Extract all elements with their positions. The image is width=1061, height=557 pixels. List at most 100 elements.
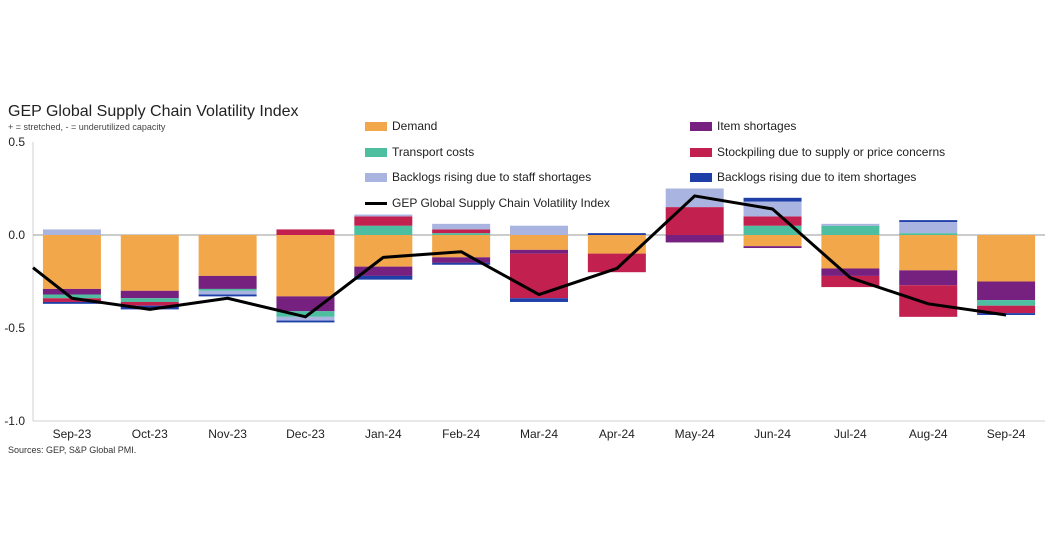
bar-segment [977, 235, 1036, 282]
x-tick-label: Oct-23 [132, 427, 168, 441]
bar-segment [743, 235, 802, 247]
legend-item: Backlogs rising due to item shortages [690, 170, 916, 184]
legend-swatch [690, 147, 712, 157]
bar-segment [120, 305, 179, 310]
legend-swatch [365, 147, 387, 157]
bar-segment [42, 288, 101, 295]
legend-line-swatch [365, 201, 387, 205]
bar-segment [198, 294, 257, 297]
chart-subtitle: + = stretched, - = underutilized capacit… [8, 122, 166, 132]
bar-segment [743, 246, 802, 249]
bar-segment [198, 288, 257, 291]
legend-item: Item shortages [690, 119, 796, 133]
bar-segment [977, 300, 1036, 306]
bar-segment [432, 257, 491, 263]
legend-label: Backlogs rising due to staff shortages [392, 170, 592, 184]
legend-swatch [690, 121, 712, 131]
bar-segment [198, 235, 257, 276]
bar-segment [432, 233, 491, 235]
bar-segment [510, 298, 568, 302]
bar-segment [120, 298, 179, 302]
bar-segment [42, 235, 101, 289]
bar-segment [432, 229, 491, 234]
bar-segment [510, 225, 568, 235]
bar-segment [276, 229, 335, 235]
bar-segment [276, 235, 335, 297]
bar-segment [276, 320, 335, 323]
bar-segment [198, 275, 257, 289]
bar-segment [743, 216, 802, 226]
bar-segment [821, 275, 880, 288]
legend-item: Demand [365, 119, 437, 133]
legend-label: Transport costs [392, 145, 475, 159]
bar-segment [665, 207, 724, 235]
bar-segment [510, 249, 568, 254]
y-tick-label: 0.5 [8, 135, 25, 149]
x-tick-label: Dec-23 [286, 427, 325, 441]
y-tick-label: 0.0 [8, 228, 25, 242]
x-tick-label: Aug-24 [909, 427, 948, 441]
x-tick-label: Sep-23 [53, 427, 92, 441]
y-tick-label: -1.0 [4, 414, 25, 428]
chart-source: Sources: GEP, S&P Global PMI. [8, 445, 137, 455]
bar-segment [354, 266, 413, 276]
bar-segment [821, 223, 880, 226]
y-tick-label: -0.5 [4, 321, 25, 335]
chart-title: GEP Global Supply Chain Volatility Index [8, 103, 299, 120]
x-tick-label: Nov-23 [208, 427, 247, 441]
bar-segment [821, 225, 880, 235]
bar-segment [587, 235, 646, 254]
bar-segment [120, 301, 179, 306]
legend-swatch [365, 172, 387, 182]
legend-label: Item shortages [717, 119, 797, 133]
bar-segment [42, 229, 101, 235]
bar-segment [42, 298, 101, 302]
bar-segment [743, 197, 802, 202]
bar-segment [977, 281, 1036, 301]
bar-segment [276, 316, 335, 321]
bar-segment [510, 235, 568, 250]
bar-segment [432, 223, 491, 230]
bar-segment [587, 253, 646, 273]
bar-segment [821, 268, 880, 276]
bar-segment [977, 305, 1036, 314]
x-tick-label: Jan-24 [365, 427, 402, 441]
bar-segment [510, 253, 568, 299]
x-tick-label: Jun-24 [754, 427, 791, 441]
x-tick-label: Feb-24 [442, 427, 480, 441]
bar-segment [665, 235, 724, 243]
bar-segment [354, 216, 413, 226]
bar-segment [354, 225, 413, 235]
bar-segment [899, 270, 958, 286]
bar-segment [899, 235, 958, 271]
bar-segment [899, 285, 958, 317]
bar-segment [899, 233, 958, 235]
legend-item: Stockpiling due to supply or price conce… [690, 145, 945, 159]
bar-segment [354, 235, 413, 267]
legend-item: GEP Global Supply Chain Volatility Index [365, 196, 610, 210]
bar-segment [276, 311, 335, 317]
bar-segment [743, 225, 802, 235]
legend-item: Backlogs rising due to staff shortages [365, 170, 591, 184]
bar-segment [899, 220, 958, 222]
legend-swatch [690, 172, 712, 182]
bar-segment [198, 290, 257, 295]
bar-segment [354, 214, 413, 217]
bar-segment [120, 235, 179, 291]
x-tick-label: Apr-24 [599, 427, 635, 441]
bar-segment [899, 221, 958, 234]
legend-swatch [365, 121, 387, 131]
bar-segment [42, 301, 101, 304]
legend-label: Demand [392, 119, 438, 133]
legend-item: Transport costs [365, 145, 474, 159]
bar-segment [432, 262, 491, 265]
bar-segment [587, 233, 646, 235]
legend-label: Backlogs rising due to item shortages [717, 170, 917, 184]
legend-label: GEP Global Supply Chain Volatility Index [392, 196, 610, 210]
x-tick-label: Jul-24 [834, 427, 867, 441]
bar-segment [276, 296, 335, 312]
bar-segment [354, 275, 413, 280]
legend-label: Stockpiling due to supply or price conce… [717, 145, 946, 159]
